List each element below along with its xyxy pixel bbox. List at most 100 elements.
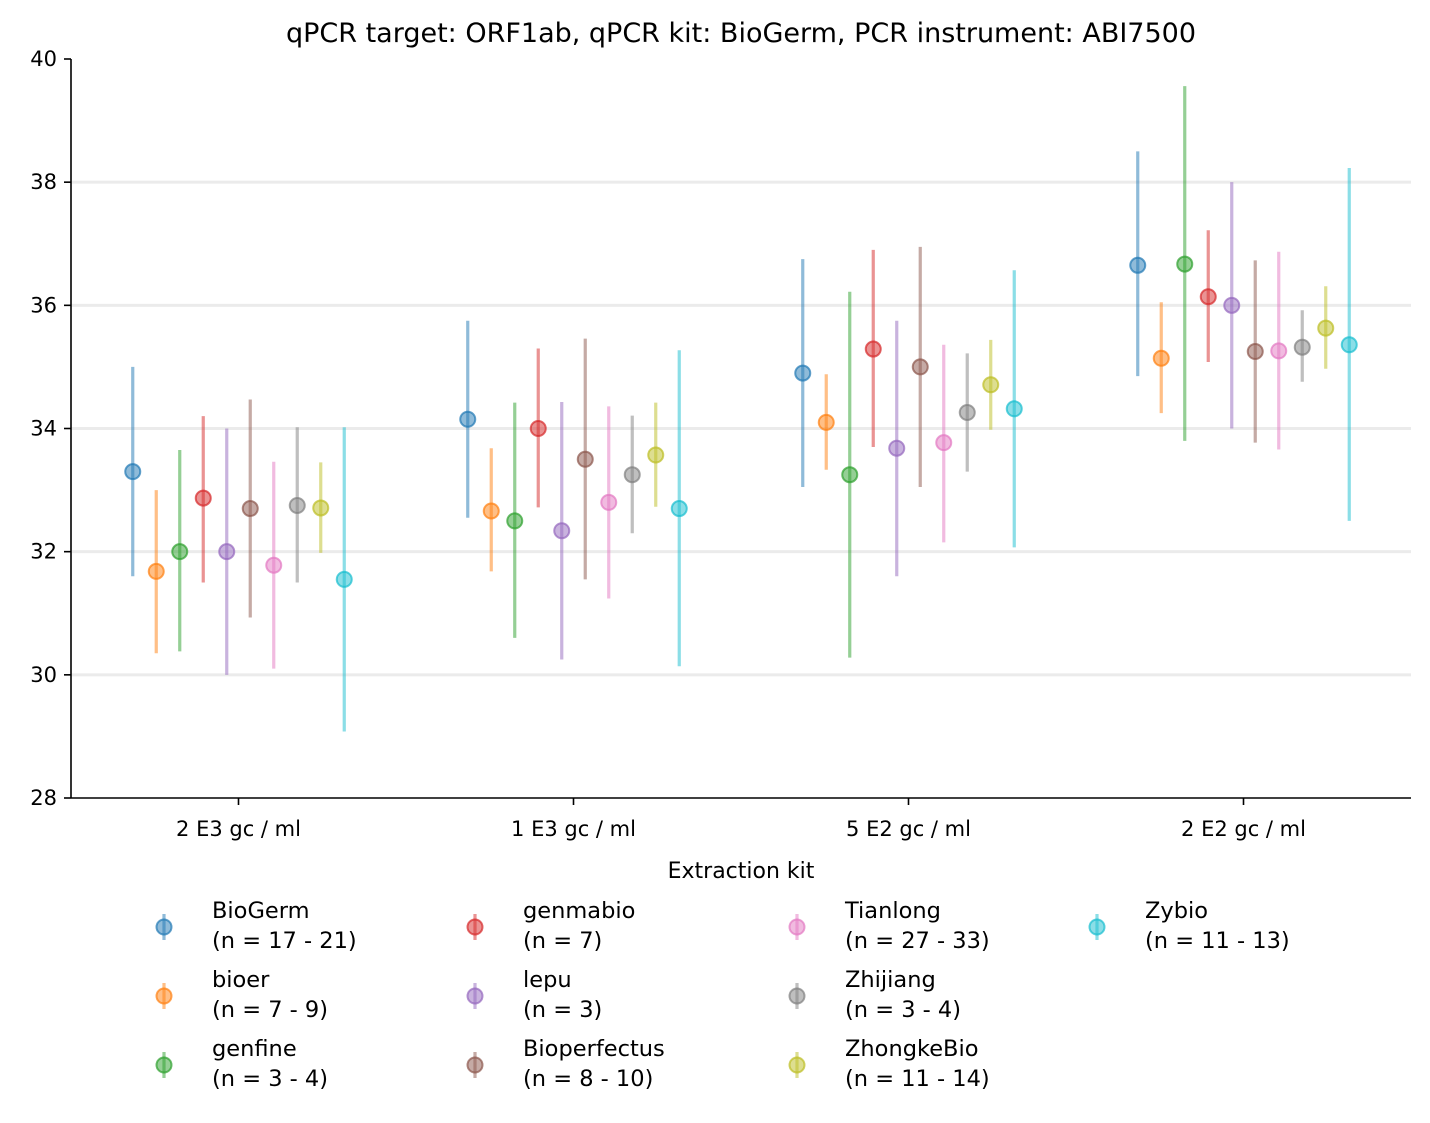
series-zhongkebio (312, 286, 1335, 553)
legend-item-tianlong: Tianlong (n = 27 - 33) (788, 898, 990, 954)
data-point (1223, 296, 1241, 314)
data-point (958, 403, 976, 421)
legend-label: lepu (523, 967, 572, 993)
legend-count-label: (n = 3 - 4) (212, 1066, 328, 1092)
data-point (911, 358, 929, 376)
y-tick-label: 28 (30, 786, 57, 810)
series-genfine (171, 86, 1194, 658)
data-point (817, 413, 835, 431)
legend-item-zybio: Zybio (n = 11 - 13) (1088, 898, 1290, 954)
legend-marker-dot (466, 987, 484, 1005)
data-point (312, 499, 330, 517)
data-point (1129, 256, 1147, 274)
series-lepu (218, 182, 1241, 675)
series-zhijiang (288, 310, 1311, 583)
y-tick-label: 40 (30, 47, 57, 71)
legend-count-label: (n = 11 - 14) (845, 1066, 990, 1092)
legend-label: Bioperfectus (523, 1036, 665, 1062)
data-point (576, 450, 594, 468)
y-tick-label: 32 (30, 540, 57, 564)
legend-marker-dot (466, 918, 484, 936)
data-point (935, 434, 953, 452)
data-point (1317, 319, 1335, 337)
legend-marker-dot (788, 918, 806, 936)
grid-layer (71, 180, 1411, 677)
legend-label: Tianlong (844, 898, 941, 924)
legend-label: Zhijiang (845, 967, 936, 993)
data-point (600, 493, 618, 511)
legend-count-label: (n = 11 - 13) (1145, 928, 1290, 954)
legend-marker-dot (155, 918, 173, 936)
series-genmabio (194, 230, 1217, 583)
y-tick-label: 38 (30, 170, 57, 194)
data-point (218, 543, 236, 561)
data-point (335, 570, 353, 588)
legend-item-genfine: genfine (n = 3 - 4) (155, 1036, 328, 1092)
legend-label: genfine (212, 1036, 297, 1062)
legend-label: genmabio (523, 898, 635, 924)
data-point (794, 364, 812, 382)
data-point (841, 466, 859, 484)
series-bioer (147, 302, 1170, 654)
data-point (1340, 336, 1358, 354)
x-tick-label: 2 E3 gc / ml (176, 817, 301, 841)
data-point (1246, 343, 1264, 361)
legend-item-zhijiang: Zhijiang (n = 3 - 4) (788, 967, 961, 1023)
y-tick-label: 30 (30, 663, 57, 687)
x-tick-label: 2 E2 gc / ml (1181, 817, 1306, 841)
series-tianlong (265, 251, 1288, 669)
data-point (241, 500, 259, 518)
legend-count-label: (n = 7) (523, 928, 602, 954)
data-point (1270, 342, 1288, 360)
data-point (670, 500, 688, 518)
legend-count-label: (n = 8 - 10) (523, 1066, 653, 1092)
data-point (623, 466, 641, 484)
legend-marker-dot (1088, 918, 1106, 936)
legend: BioGerm (n = 17 - 21) bioer (n = 7 - 9) genf… (155, 898, 1290, 1092)
data-point (1152, 349, 1170, 367)
data-point (459, 410, 477, 428)
y-tick-label: 36 (30, 293, 57, 317)
data-point (1199, 288, 1217, 306)
data-point (1176, 255, 1194, 273)
series-zybio (335, 168, 1358, 732)
data-point (888, 439, 906, 457)
legend-count-label: (n = 17 - 21) (212, 928, 357, 954)
data-point (194, 489, 212, 507)
legend-item-genmabio: genmabio (n = 7) (466, 898, 635, 954)
y-tick-label: 34 (30, 417, 57, 441)
legend-marker-dot (788, 1056, 806, 1074)
legend-count-label: (n = 27 - 33) (845, 928, 990, 954)
legend-marker-dot (155, 987, 173, 1005)
legend-title: Extraction kit (668, 859, 815, 884)
series-biogerm (124, 151, 1147, 577)
data-point (482, 502, 500, 520)
data-point (553, 522, 571, 540)
legend-item-bioperfectus: Bioperfectus (n = 8 - 10) (466, 1036, 665, 1092)
series-bioperfectus (241, 246, 1264, 618)
legend-item-biogerm: BioGerm (n = 17 - 21) (155, 898, 357, 954)
data-point (1005, 400, 1023, 418)
x-tick-layer: 2 E3 gc / ml 1 E3 gc / ml 5 E2 gc / ml 2 E2… (176, 798, 1306, 841)
data-point (864, 340, 882, 358)
legend-item-lepu: lepu (n = 3) (466, 967, 602, 1023)
legend-count-label: (n = 3 - 4) (845, 997, 961, 1023)
data-point (1293, 338, 1311, 356)
legend-item-bioer: bioer (n = 7 - 9) (155, 967, 328, 1023)
legend-item-zhongkebio: ZhongkeBio (n = 11 - 14) (788, 1036, 990, 1092)
legend-label: BioGerm (212, 898, 310, 924)
data-point (506, 512, 524, 530)
x-tick-label: 1 E3 gc / ml (511, 817, 636, 841)
legend-count-label: (n = 3) (523, 997, 602, 1023)
series-layer (124, 86, 1358, 732)
chart-title: qPCR target: ORF1ab, qPCR kit: BioGerm, … (286, 18, 1196, 49)
y-tick-layer: 28 30 32 34 36 38 40 (30, 47, 71, 810)
data-point (982, 376, 1000, 394)
legend-marker-dot (466, 1056, 484, 1074)
x-tick-label: 5 E2 gc / ml (846, 817, 971, 841)
legend-marker-dot (155, 1056, 173, 1074)
data-point (171, 543, 189, 561)
data-point (288, 496, 306, 514)
data-point (647, 446, 665, 464)
